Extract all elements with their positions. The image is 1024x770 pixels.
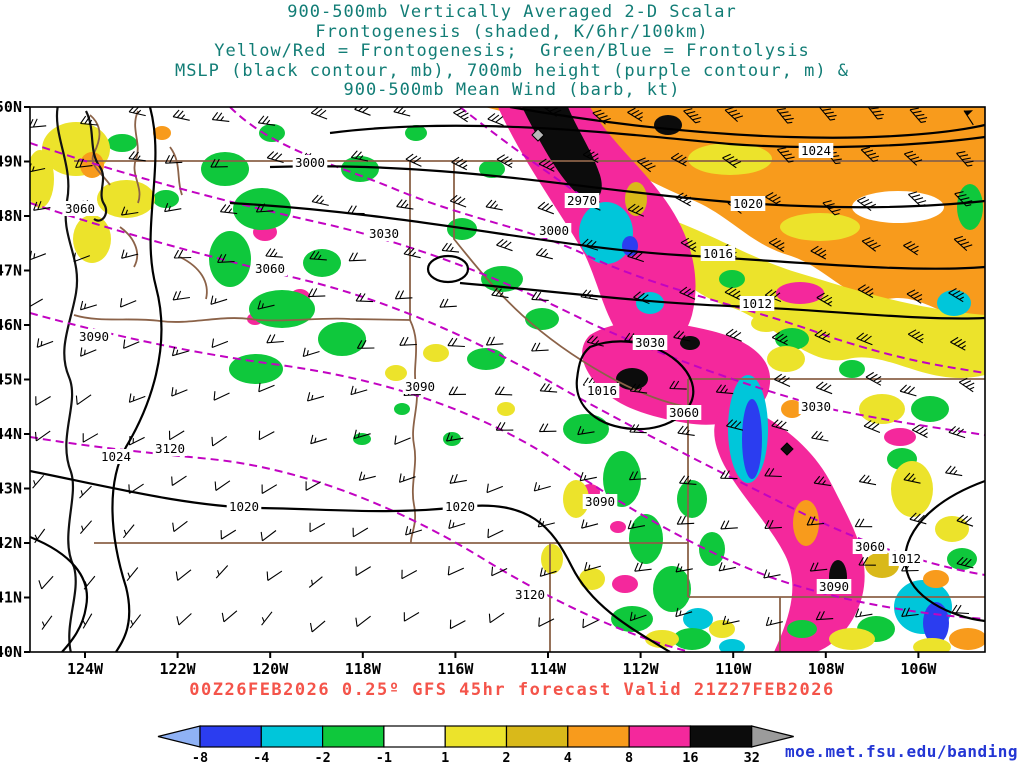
svg-text:3060: 3060 [855, 539, 885, 554]
svg-text:45N: 45N [0, 371, 22, 389]
svg-text:3060: 3060 [669, 405, 699, 420]
svg-text:1020: 1020 [445, 499, 475, 514]
wind-barbs-layer [30, 107, 975, 633]
colorbar: -8 -4 -2 -1 1 2 4 8 16 32 [157, 725, 794, 766]
contour-labels-layer: 1024 1020 1016 1012 1016 1020 1020 1024 1012 2970… [62, 143, 924, 602]
svg-text:49N: 49N [0, 153, 22, 171]
svg-text:40N: 40N [0, 643, 22, 661]
svg-text:-2: -2 [314, 750, 330, 766]
svg-text:-8: -8 [192, 750, 208, 766]
svg-text:124W: 124W [67, 660, 104, 678]
height-contours-layer [30, 107, 985, 652]
svg-text:110W: 110W [715, 660, 752, 678]
svg-text:50N: 50N [0, 100, 22, 116]
svg-text:3000: 3000 [539, 223, 569, 238]
map-holder: 1024 1020 1016 1012 1016 1020 1020 1024 1012 2970… [0, 98, 1024, 684]
svg-text:3090: 3090 [819, 579, 849, 594]
svg-text:1012: 1012 [742, 296, 772, 311]
svg-text:3030: 3030 [801, 399, 831, 414]
svg-text:1024: 1024 [101, 449, 131, 464]
svg-text:3120: 3120 [155, 441, 185, 456]
svg-text:3000: 3000 [295, 155, 325, 170]
svg-text:8: 8 [625, 750, 633, 766]
svg-text:3090: 3090 [405, 379, 435, 394]
svg-text:3030: 3030 [635, 335, 665, 350]
svg-text:3030: 3030 [369, 226, 399, 241]
svg-text:48N: 48N [0, 207, 22, 225]
site-credit[interactable]: moe.met.fsu.edu/banding [784, 742, 1018, 761]
svg-text:1012: 1012 [891, 551, 921, 566]
svg-text:3060: 3060 [255, 261, 285, 276]
svg-text:32: 32 [744, 750, 760, 766]
mslp-contours-layer [30, 107, 985, 652]
svg-text:43N: 43N [0, 480, 22, 498]
svg-text:-4: -4 [253, 750, 269, 766]
title-line-5: 900-500mb Mean Wind (barb, kt) [343, 80, 681, 100]
svg-text:1020: 1020 [733, 196, 763, 211]
svg-text:47N: 47N [0, 262, 22, 280]
title-line-1: 900-500mb Vertically Averaged 2-D Scalar [287, 2, 737, 22]
svg-text:3090: 3090 [585, 494, 615, 509]
map-svg: 1024 1020 1016 1012 1016 1020 1020 1024 1012 2970… [0, 98, 986, 678]
svg-text:16: 16 [682, 750, 698, 766]
title-line-2: Frontogenesis (shaded, K/6hr/100km) [315, 21, 709, 42]
svg-text:42N: 42N [0, 534, 22, 552]
svg-text:2970: 2970 [567, 193, 597, 208]
svg-text:-1: -1 [376, 750, 392, 766]
svg-text:3090: 3090 [79, 329, 109, 344]
svg-text:3120: 3120 [515, 587, 545, 602]
svg-text:112W: 112W [623, 660, 660, 678]
svg-text:4: 4 [564, 750, 572, 766]
svg-text:41N: 41N [0, 589, 22, 607]
colorbar-svg: -8 -4 -2 -1 1 2 4 8 16 32 [157, 725, 794, 766]
svg-text:1: 1 [441, 750, 449, 766]
title-line-4: MSLP (black contour, mb), 700mb height (… [174, 60, 850, 81]
frontogenesis-shading-layer [30, 107, 985, 652]
svg-text:120W: 120W [252, 660, 289, 678]
svg-text:46N: 46N [0, 316, 22, 334]
coastline-layer [55, 107, 108, 652]
svg-text:116W: 116W [437, 660, 474, 678]
svg-text:122W: 122W [160, 660, 197, 678]
svg-text:1016: 1016 [703, 246, 733, 261]
svg-text:1020: 1020 [229, 499, 259, 514]
svg-text:2: 2 [502, 750, 510, 766]
svg-text:108W: 108W [808, 660, 845, 678]
forecast-line: 00Z26FEB2026 0.25º GFS 45hr forecast Val… [189, 680, 835, 700]
plot-area: 1024 1020 1016 1012 1016 1020 1020 1024 1012 2970… [0, 98, 986, 678]
svg-text:3060: 3060 [65, 201, 95, 216]
svg-text:1024: 1024 [801, 143, 831, 158]
axis-labels: 50N 49N 48N 47N 46N 45N 44N 43N 42N 41N 40N 124W 122… [0, 98, 937, 678]
svg-text:44N: 44N [0, 425, 22, 443]
svg-text:118W: 118W [345, 660, 382, 678]
colorbar-holder: -8 -4 -2 -1 1 2 4 8 16 32 [152, 724, 852, 770]
title-line-3: Yellow/Red = Frontogenesis; Green/Blue =… [214, 41, 810, 61]
svg-text:106W: 106W [900, 660, 937, 678]
svg-text:114W: 114W [530, 660, 567, 678]
svg-text:1016: 1016 [587, 383, 617, 398]
title-block: 900-500mb Vertically Averaged 2-D Scalar… [0, 2, 1024, 101]
